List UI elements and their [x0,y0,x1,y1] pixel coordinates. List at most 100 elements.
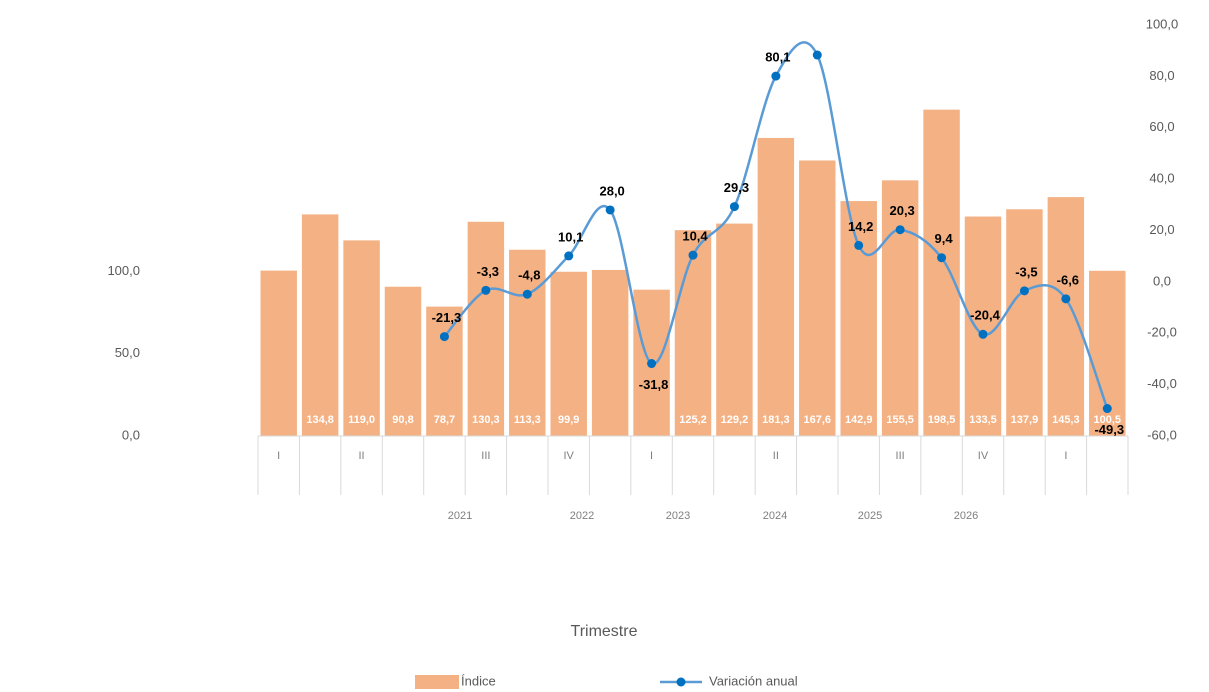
bar-value-label: 133,5 [969,414,997,426]
line-marker [647,359,657,369]
line-value-label: 80,1 [765,50,790,65]
line-value-label: -31,8 [639,377,669,392]
x-tick-label: III [896,450,905,462]
bar-value-label: 145,3 [1052,414,1080,426]
x-tick-label: I [277,450,280,462]
line-value-label: -3,5 [1015,264,1037,279]
bar [426,306,463,436]
line-value-label: 9,4 [935,231,954,246]
bar [343,240,380,436]
bar [840,201,877,436]
bar [509,249,546,436]
y2-tick-label: 20,0 [1149,222,1174,237]
legend-swatch [415,675,459,689]
line-value-label: 10,4 [682,229,708,244]
bar-value-label: 100,5 [1094,414,1122,426]
y2-tick-label: 60,0 [1149,119,1174,134]
bar [881,180,919,436]
x-tick-label: I [1064,450,1067,462]
line-marker [1102,404,1112,414]
bar [674,230,712,436]
bar-value-label: 137,9 [1011,414,1039,426]
bar [799,160,836,436]
line-marker [481,285,491,295]
y2-tick-label: -20,0 [1147,325,1177,340]
line-marker [1019,286,1029,296]
bar-value-label: 129,2 [721,414,749,426]
bar [301,214,339,436]
year-label: 2025 [858,510,882,522]
bar-value-label: 134,8 [306,414,334,426]
line-value-label: 20,3 [889,203,914,218]
bar [591,269,629,436]
x-axis-title: Trimestre [571,623,638,640]
y2-tick-label: 40,0 [1149,171,1174,186]
y-tick-label: 50,0 [115,345,140,360]
year-label: 2022 [570,510,594,522]
line-value-label: 29,3 [724,180,749,195]
bar-value-label: 167,6 [804,414,832,426]
bar-value-label: 78,7 [434,414,455,426]
x-tick-label: IV [564,450,575,462]
line-marker [729,202,739,212]
y2-tick-label: 0,0 [1153,273,1171,288]
bar [550,271,587,436]
bar-value-label: 99,9 [558,414,579,426]
y-tick-label: 0,0 [122,427,140,442]
line-marker [978,329,988,339]
y2-tick-label: -40,0 [1147,376,1177,391]
legend-label: Índice [461,673,496,688]
year-label: 2021 [448,510,472,522]
line-marker [688,250,698,260]
legend-marker [676,677,686,687]
y-tick-label: 100,0 [107,263,140,278]
x-tick-label: I [650,450,653,462]
line-value-label: -4,8 [518,268,540,283]
line-value-label: -21,3 [432,310,462,325]
line-value-label: -20,4 [970,308,1000,323]
line-marker [522,289,532,299]
y2-tick-label: 100,0 [1146,16,1179,31]
line-value-label: -3,3 [477,264,499,279]
bar [260,270,297,436]
y2-tick-label: 80,0 [1149,68,1174,83]
line-value-label: 14,2 [848,219,873,234]
line-value-label: 10,1 [558,229,583,244]
bar-value-label: 125,2 [679,414,707,426]
bar-value-label: 155,5 [886,414,914,426]
bar [757,137,795,436]
bar [1006,209,1043,436]
bar-value-label: 130,3 [472,414,500,426]
bar [716,223,753,436]
line-marker [1061,294,1071,304]
x-tick-label: II [359,450,365,462]
bar [964,216,1002,436]
bar [467,221,505,436]
bar [384,286,422,436]
year-label: 2024 [763,510,787,522]
bar-value-label: 198,5 [928,414,956,426]
line-marker [771,71,781,81]
line-marker [564,251,574,261]
line-marker [895,225,905,235]
line-value-label: -6,6 [1057,272,1079,287]
line-marker [605,205,615,215]
line-value-label: -49,3 [1094,422,1124,437]
x-tick-label: IV [978,450,989,462]
legend-label: Variación anual [709,673,798,688]
line-value-label: 28,0 [599,183,624,198]
y2-tick-label: -60,0 [1147,427,1177,442]
bar-value-label: 90,8 [392,414,413,426]
line-marker [937,253,947,263]
x-tick-label: III [481,450,490,462]
year-label: 2026 [954,510,978,522]
x-tick-label: II [773,450,779,462]
bar-value-label: 113,3 [514,414,541,426]
bar-value-label: 119,0 [348,414,375,426]
line-marker [854,240,864,250]
bar-value-label: 181,3 [762,414,790,426]
year-label: 2023 [666,510,690,522]
line-marker [812,50,822,60]
bar-value-label: 142,9 [845,414,873,426]
